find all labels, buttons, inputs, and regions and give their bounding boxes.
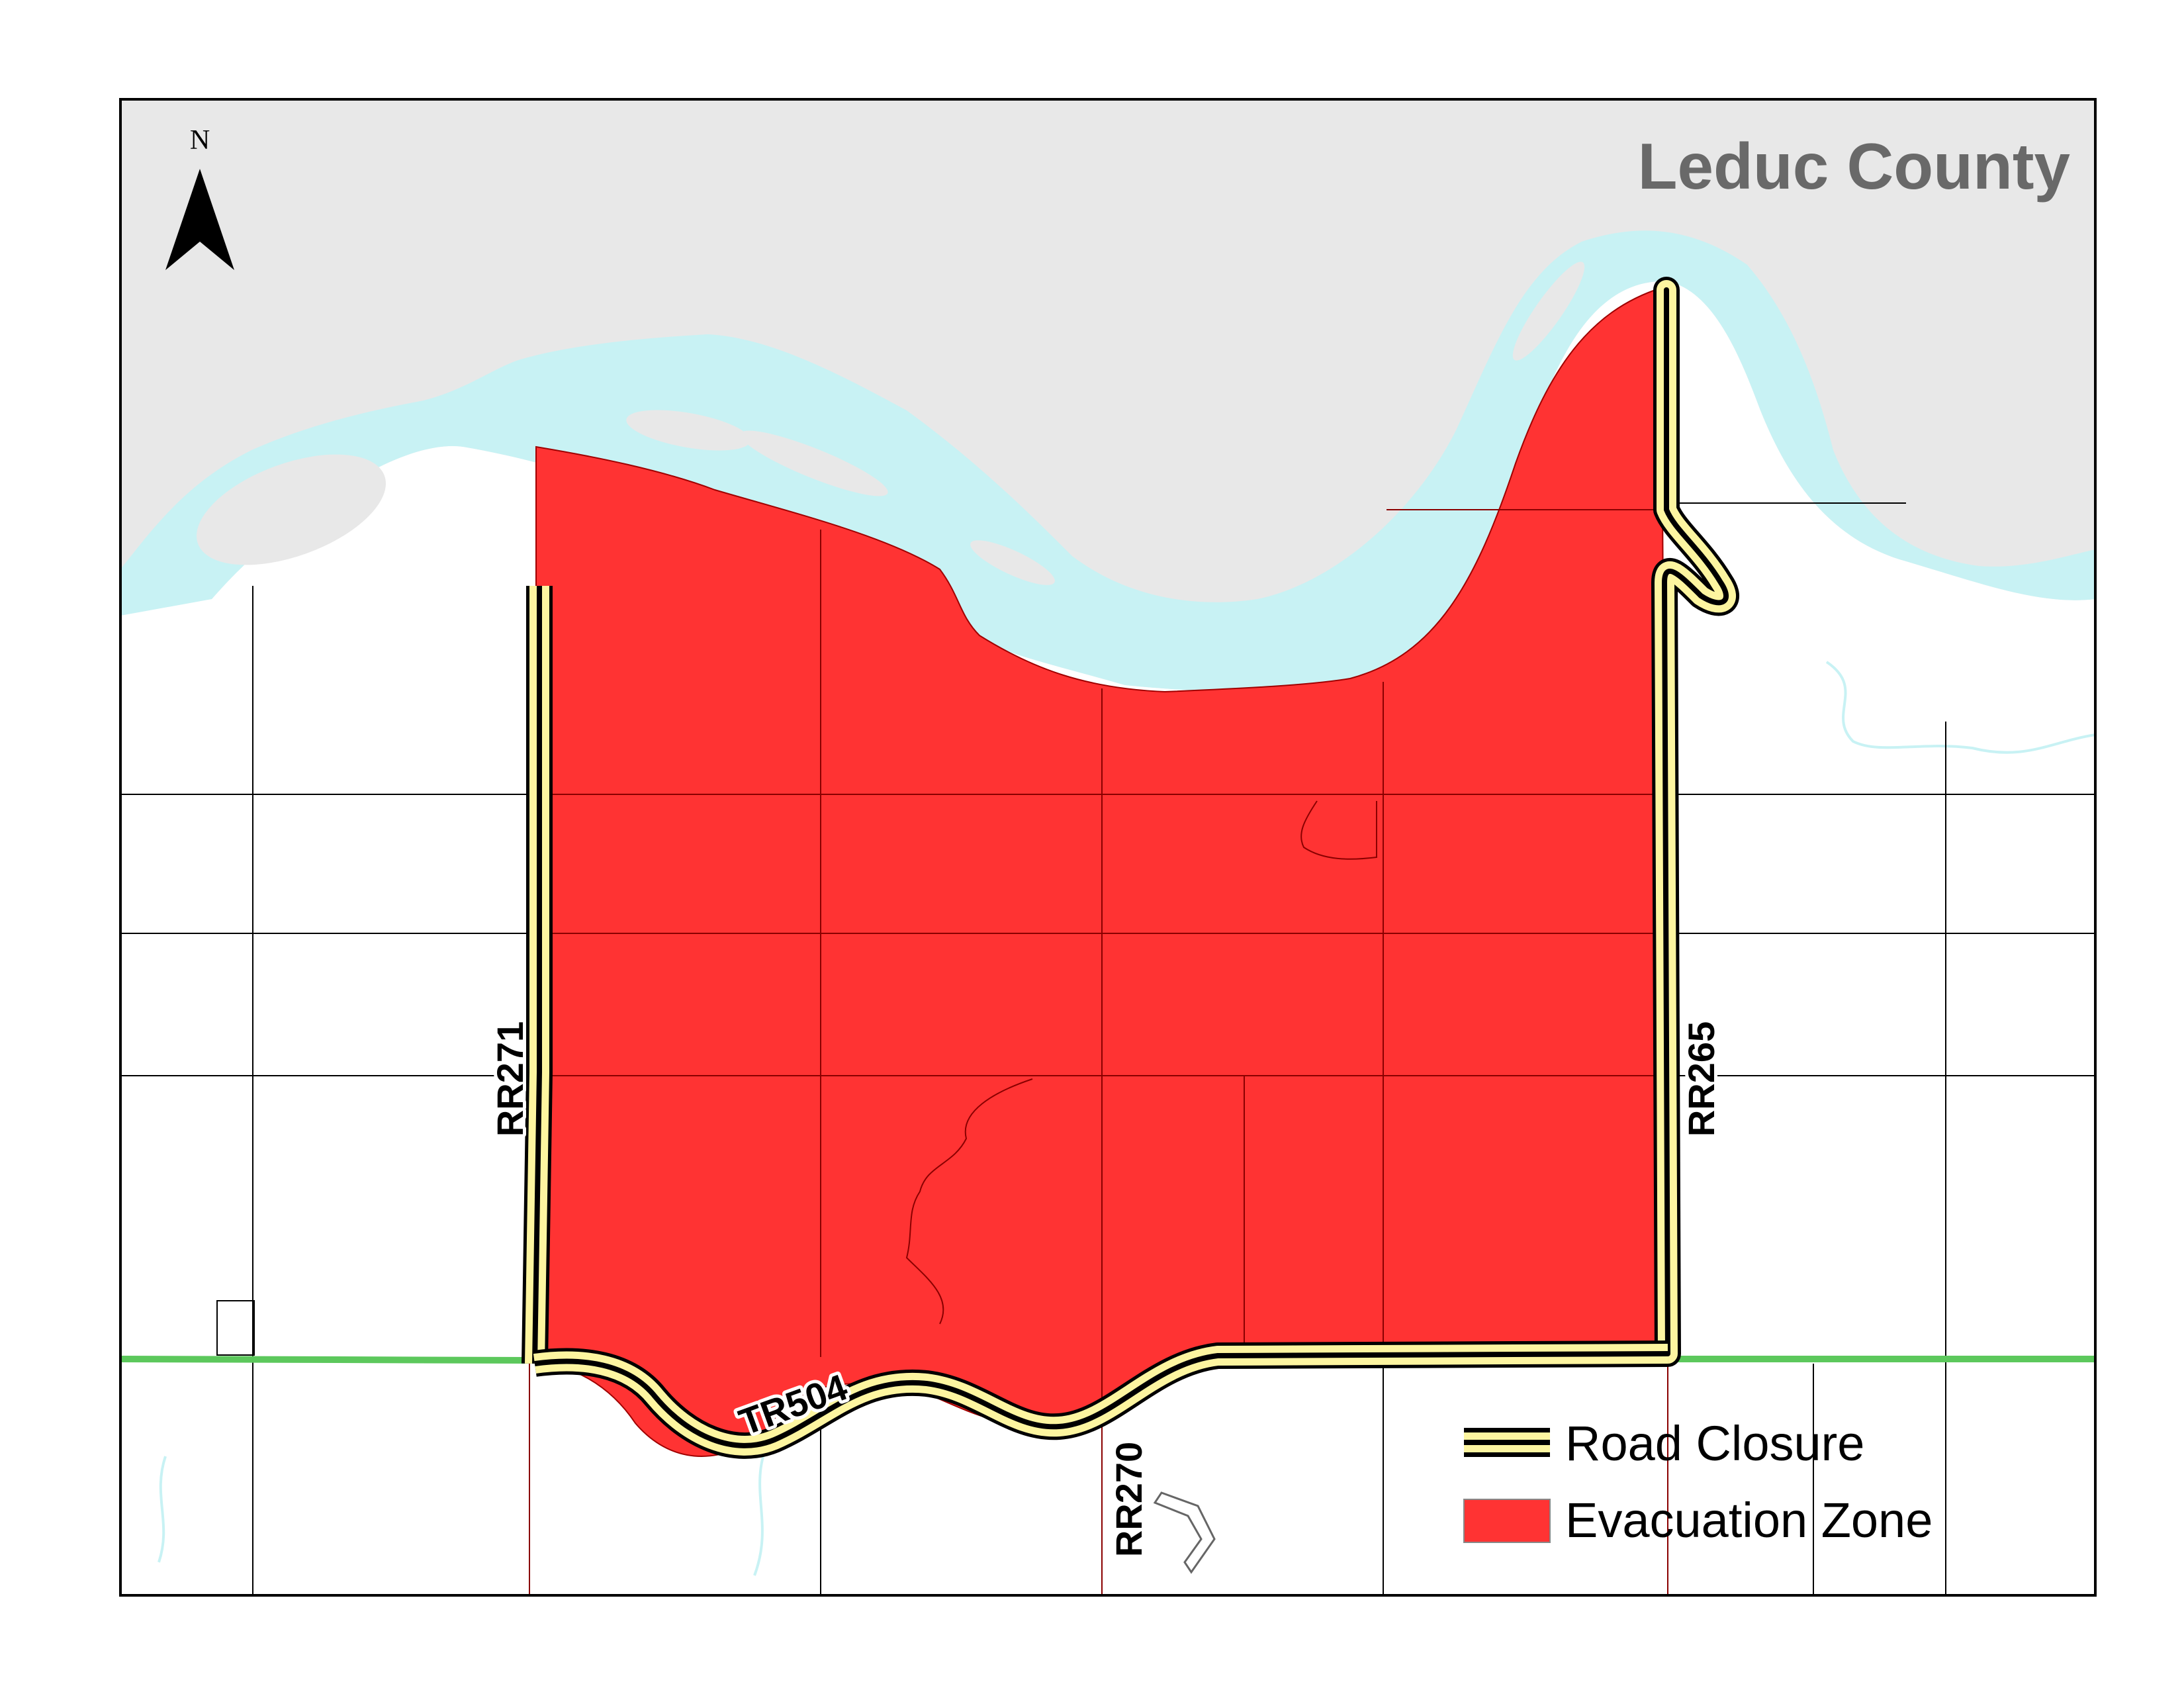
stream	[1825, 661, 2095, 754]
river	[120, 230, 2095, 691]
site-marker-icon	[1153, 1491, 1216, 1574]
road-label-rr265: RR265	[1680, 1021, 1722, 1137]
north-arrow-icon	[165, 169, 200, 270]
north-arrow: N	[165, 125, 234, 270]
stream	[158, 1456, 167, 1563]
parcel-lines	[529, 509, 1668, 1595]
legend: Road Closure Evacuation Zone	[1463, 1416, 1933, 1548]
road-label-rr270: RR270	[1108, 1442, 1150, 1557]
north-label: N	[190, 125, 210, 156]
legend-evacuation-zone-swatch	[1463, 1499, 1551, 1543]
map-title: Leduc County	[1638, 130, 2070, 203]
legend-road-closure-swatch	[1464, 1428, 1550, 1457]
road-label-rr271: RR271	[489, 1021, 531, 1137]
map-frame	[119, 98, 2097, 1597]
road-closure-rr271[interactable]	[522, 586, 553, 1364]
river-island	[970, 540, 1055, 585]
legend-road-closure-label: Road Closure	[1565, 1416, 1864, 1471]
highway-west	[120, 1356, 530, 1364]
river-island	[740, 430, 888, 496]
legend-evacuation-zone-label: Evacuation Zone	[1565, 1493, 1933, 1548]
stream	[753, 1442, 769, 1576]
pond-parcel	[1300, 800, 1377, 860]
river-island	[197, 454, 386, 565]
road-closure-tr504[interactable]	[533, 1340, 1668, 1459]
creek	[905, 1078, 1033, 1325]
river-island	[1512, 261, 1585, 361]
survey-grid	[120, 502, 2095, 1595]
river-island	[626, 410, 751, 451]
road-closure-rr265[interactable]	[1651, 277, 1739, 1367]
